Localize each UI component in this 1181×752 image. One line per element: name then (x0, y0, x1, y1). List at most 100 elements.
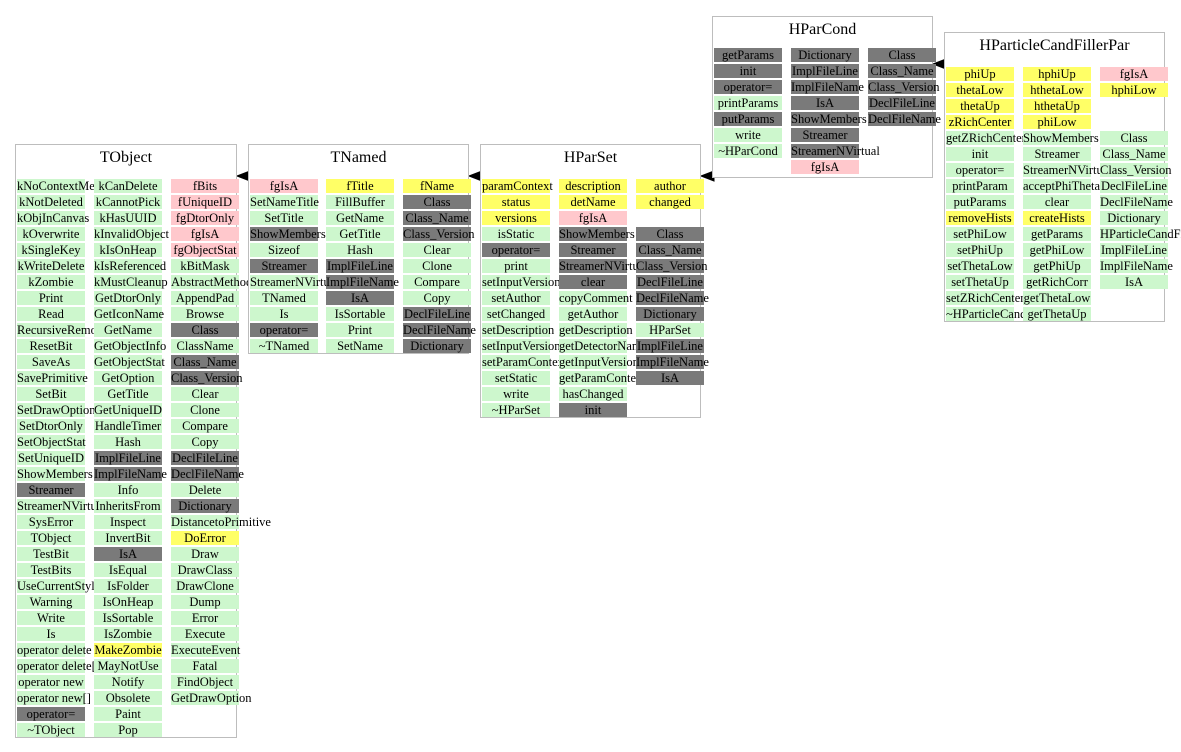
member-cell[interactable]: ImplFileLine (636, 339, 704, 353)
member-cell[interactable]: detName (559, 195, 627, 209)
member-cell[interactable]: Streamer (250, 259, 318, 273)
member-cell[interactable]: TObject (17, 531, 85, 545)
class-box-hparset[interactable]: HParSet paramContext status versions isStat… (480, 144, 709, 418)
member-cell[interactable]: hphiLow (1100, 83, 1168, 97)
member-cell[interactable]: GetObjectInfo (94, 339, 167, 353)
member-cell[interactable]: hthetaLow (1023, 83, 1091, 97)
member-cell[interactable]: init (714, 64, 782, 78)
member-cell[interactable]: Is (250, 307, 318, 321)
member-cell[interactable]: ExecuteEvent (171, 643, 241, 657)
member-cell[interactable]: IsA (636, 371, 704, 385)
member-cell[interactable]: SetNameTitle (250, 195, 319, 209)
member-cell[interactable]: MayNotUse (94, 659, 162, 673)
member-cell[interactable]: getDescription (559, 323, 633, 337)
member-cell[interactable]: removeHists (946, 211, 1014, 225)
member-cell[interactable]: kNotDeleted (17, 195, 85, 209)
member-cell[interactable]: StreamerNVirtual (1023, 163, 1112, 177)
member-cell[interactable]: getAuthor (559, 307, 627, 321)
member-cell[interactable]: Class (171, 323, 239, 337)
member-cell[interactable]: Dictionary (636, 307, 704, 321)
member-cell[interactable]: MakeZombie (94, 643, 162, 657)
member-cell[interactable]: Class_Name (1100, 147, 1168, 161)
member-cell[interactable]: DeclFileLine (868, 96, 936, 110)
member-cell[interactable]: ShowMembers (791, 112, 867, 126)
class-box-tnamed[interactable]: TNamed fgIsA SetNameTitle SetTitle ShowMemb… (248, 144, 476, 354)
member-cell[interactable]: Print (17, 291, 85, 305)
member-cell[interactable]: ImplFileLine (791, 64, 859, 78)
member-cell[interactable]: fgIsA (171, 227, 239, 241)
member-cell[interactable]: Streamer (791, 128, 859, 142)
member-cell[interactable]: GetTitle (326, 227, 394, 241)
member-cell[interactable]: DrawClass (171, 563, 239, 577)
member-cell[interactable]: status (482, 195, 550, 209)
member-cell[interactable]: Error (171, 611, 239, 625)
member-cell[interactable]: fTitle (326, 179, 394, 193)
member-cell[interactable]: StreamerNVirtual (791, 144, 880, 158)
member-cell[interactable]: Dictionary (791, 48, 859, 62)
member-cell[interactable]: getParams (714, 48, 782, 62)
member-cell[interactable]: setThetaUp (946, 275, 1014, 289)
member-cell[interactable]: GetTitle (94, 387, 162, 401)
member-cell[interactable]: operator= (714, 80, 782, 94)
member-cell[interactable]: Delete (171, 483, 239, 497)
member-cell[interactable]: operator new (17, 675, 85, 689)
member-cell[interactable]: Sizeof (250, 243, 318, 257)
member-cell[interactable]: ShowMembers (17, 467, 93, 481)
member-cell[interactable]: Dump (171, 595, 239, 609)
member-cell[interactable]: clear (1023, 195, 1091, 209)
member-cell[interactable]: ClassName (171, 339, 239, 353)
member-cell[interactable]: ImplFileName (791, 80, 864, 94)
member-cell[interactable]: thetaUp (946, 99, 1014, 113)
member-cell[interactable]: getPhiUp (1023, 259, 1091, 273)
member-cell[interactable]: ImplFileLine (1100, 243, 1168, 257)
member-cell[interactable]: SetDrawOption (17, 403, 96, 417)
member-cell[interactable]: setChanged (482, 307, 550, 321)
member-cell[interactable]: DeclFileLine (1100, 179, 1168, 193)
member-cell[interactable]: createHists (1023, 211, 1091, 225)
member-cell[interactable]: DeclFileName (403, 323, 476, 337)
member-cell[interactable]: Write (17, 611, 85, 625)
member-cell[interactable]: kIsOnHeap (94, 243, 162, 257)
member-cell[interactable]: setPhiLow (946, 227, 1014, 241)
member-cell[interactable]: TestBit (17, 547, 85, 561)
member-cell[interactable]: zRichCenter (946, 115, 1014, 129)
member-cell[interactable]: Fatal (171, 659, 239, 673)
member-cell[interactable]: SetObjectStat (17, 435, 86, 449)
member-cell[interactable]: Dictionary (403, 339, 471, 353)
member-cell[interactable]: Class_Name (636, 243, 704, 257)
member-cell[interactable]: DrawClone (171, 579, 239, 593)
member-cell[interactable]: acceptPhiTheta (1023, 179, 1101, 193)
member-cell[interactable]: changed (636, 195, 704, 209)
member-cell[interactable]: HParticleCandFillerPar (1100, 227, 1181, 241)
member-cell[interactable]: IsA (326, 291, 394, 305)
member-cell[interactable]: ~HParSet (482, 403, 550, 417)
member-cell[interactable]: Class (403, 195, 471, 209)
member-cell[interactable]: fUniqueID (171, 195, 239, 209)
member-cell[interactable]: getParamContext (559, 371, 646, 385)
member-cell[interactable]: RecursiveRemove (17, 323, 109, 337)
member-cell[interactable]: Info (94, 483, 162, 497)
member-cell[interactable]: phiUp (946, 67, 1014, 81)
member-cell[interactable]: setDescription (482, 323, 555, 337)
member-cell[interactable]: getPhiLow (1023, 243, 1091, 257)
member-cell[interactable]: Class (868, 48, 936, 62)
member-cell[interactable]: init (559, 403, 627, 417)
member-cell[interactable]: DeclFileName (1100, 195, 1173, 209)
member-cell[interactable]: DoError (171, 531, 239, 545)
member-cell[interactable]: Clone (403, 259, 471, 273)
member-cell[interactable]: ShowMembers (1023, 131, 1099, 145)
member-cell[interactable]: ImplFileName (636, 355, 709, 369)
member-cell[interactable]: Class_Version (636, 259, 708, 273)
class-box-hparcond[interactable]: HParCond getParams init operator= printPara… (712, 16, 941, 178)
member-cell[interactable]: SavePrimitive (17, 371, 88, 385)
member-cell[interactable]: FillBuffer (326, 195, 394, 209)
member-cell[interactable]: Class_Version (868, 80, 940, 94)
member-cell[interactable]: SysError (17, 515, 85, 529)
member-cell[interactable]: UseCurrentStyle (17, 579, 101, 593)
member-cell[interactable]: ImplFileName (326, 275, 399, 289)
member-cell[interactable]: StreamerNVirtual (559, 259, 648, 273)
member-cell[interactable]: IsOnHeap (94, 595, 162, 609)
member-cell[interactable]: IsA (1100, 275, 1168, 289)
member-cell[interactable]: operator= (250, 323, 318, 337)
member-cell[interactable]: ResetBit (17, 339, 85, 353)
